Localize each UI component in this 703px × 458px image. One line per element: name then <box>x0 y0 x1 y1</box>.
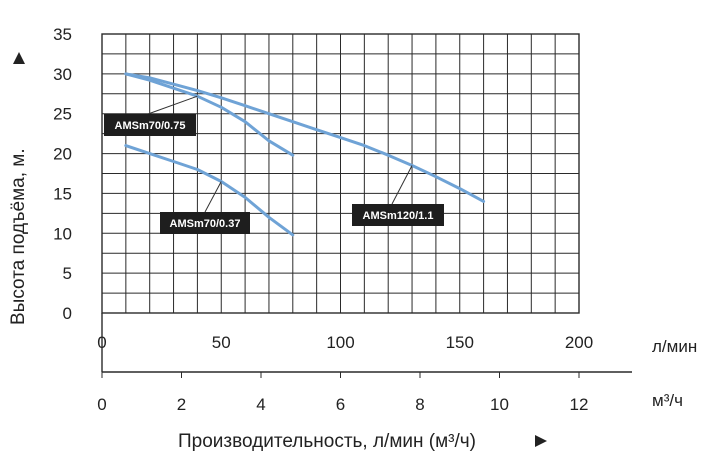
x-axis-title: Производительность, л/мин (м³/ч) <box>178 431 476 452</box>
series-label-box <box>352 204 444 226</box>
leader-line <box>204 181 222 213</box>
series-label: AMSm120/1.1 <box>363 210 434 222</box>
y-axis-arrow-icon <box>13 52 25 64</box>
x-tick-label-lmin: 50 <box>212 333 231 352</box>
leader-line <box>391 165 413 205</box>
y-tick-label: 20 <box>53 145 72 164</box>
x-tick-label-lmin: 200 <box>565 333 593 352</box>
curves <box>124 72 486 237</box>
y-tick-label: 15 <box>53 184 72 203</box>
x-tick-label-m3h: 2 <box>177 395 186 414</box>
x-tick-label-m3h: 10 <box>490 395 509 414</box>
leader-line <box>147 95 198 115</box>
y-tick-label: 10 <box>53 224 72 243</box>
x-tick-labels-lmin: 0 50 100 150 200 <box>97 333 593 352</box>
series-line-1 <box>124 144 295 237</box>
x-unit-lmin: л/мин <box>652 337 697 356</box>
series-label-box <box>104 114 196 136</box>
series-label: AMSm70/0.37 <box>170 218 241 230</box>
x-tick-label-lmin: 150 <box>446 333 474 352</box>
y-tick-label: 30 <box>53 65 72 84</box>
x-tick-labels-m3h: 0 2 4 6 8 10 12 <box>97 395 588 414</box>
grid <box>102 34 579 313</box>
plot-frame <box>101 33 580 314</box>
y-axis-title: Высота подъёма, м. <box>8 148 29 325</box>
y-tick-label: 35 <box>53 25 72 44</box>
series-labels: AMSm70/0.75 AMSm70/0.37 AMSm120/1.1 <box>104 95 444 234</box>
series-line-0 <box>124 72 295 157</box>
m3h-axis-ticks <box>101 372 580 378</box>
x-axis-arrow-icon <box>535 435 547 447</box>
x-unit-m3h: м³/ч <box>652 391 683 410</box>
x-tick-label-lmin: 100 <box>326 333 354 352</box>
x-tick-label-m3h: 6 <box>336 395 345 414</box>
y-tick-label: 5 <box>63 264 72 283</box>
series-line-2 <box>124 72 486 203</box>
y-tick-label: 25 <box>53 105 72 124</box>
y-tick-labels: 0 5 10 15 20 25 30 35 <box>53 25 72 323</box>
x-tick-label-m3h: 8 <box>415 395 424 414</box>
y-tick-label: 0 <box>63 304 72 323</box>
series-label: AMSm70/0.75 <box>115 120 186 132</box>
x-tick-label-m3h: 12 <box>570 395 589 414</box>
series-label-box <box>160 212 250 234</box>
x-tick-label-m3h: 0 <box>97 395 106 414</box>
x-tick-label-m3h: 4 <box>256 395 265 414</box>
